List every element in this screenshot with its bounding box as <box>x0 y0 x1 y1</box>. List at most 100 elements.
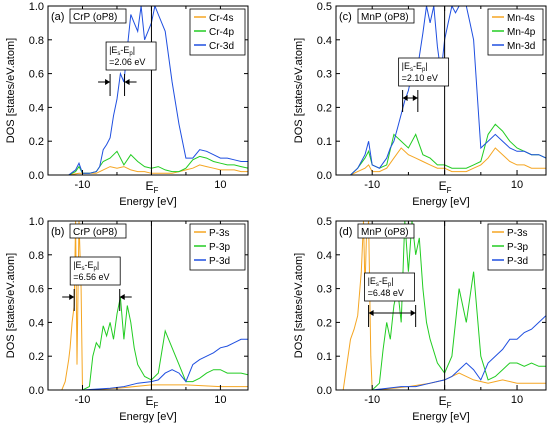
y-axis-label: DOS [states/eV.atom] <box>5 38 17 143</box>
gap-arrowhead <box>124 79 130 85</box>
x-tick-label: -10 <box>364 179 380 191</box>
gap-label-line2: =6.56 eV <box>73 272 109 282</box>
series-line-mn-4s <box>336 147 546 175</box>
fermi-label: EF <box>145 394 158 410</box>
series-line-cr-3d <box>48 6 248 175</box>
x-axis-label: Energy [eV] <box>412 411 469 423</box>
gap-label-line2: =6.48 eV <box>368 288 404 298</box>
gap-annotation: |Es-Ep|=2.06 eV <box>98 41 157 96</box>
series-group <box>336 221 546 390</box>
y-tick-label: 0.2 <box>317 317 332 329</box>
gap-label-line1: |Es-Ep| <box>368 276 394 288</box>
y-tick-label: 0.0 <box>317 385 332 397</box>
legend-entry-mn-3d: Mn-3d <box>507 41 535 52</box>
series-line-p-3s <box>336 221 546 390</box>
y-tick-label: 0.1 <box>317 351 332 363</box>
panel-label: (c) <box>339 11 352 23</box>
legend-entry-cr-3d: Cr-3d <box>209 41 234 52</box>
x-axis-label: Energy [eV] <box>119 196 176 208</box>
gap-label-line1: |Es-Ep| <box>73 260 99 272</box>
panel-title: CrP (oP8) <box>73 12 117 23</box>
panel-label: (b) <box>51 226 64 238</box>
y-axis-label: DOS [states/eV.atom] <box>293 253 305 358</box>
y-tick-label: 0.4 <box>29 317 44 329</box>
gap-arrowhead <box>410 310 416 316</box>
gap-arrowhead <box>119 294 125 300</box>
legend-entry-p-3d: P-3d <box>507 256 528 267</box>
x-tick-label: 10 <box>511 394 523 406</box>
panel-title: MnP (oP8) <box>361 12 409 23</box>
fermi-label: EF <box>439 179 452 195</box>
y-tick-label: 0.0 <box>29 170 44 182</box>
y-tick-label: 0.1 <box>317 136 332 148</box>
plot-frame <box>335 220 547 391</box>
gap-annotation: |Es-Ep|=2.10 eV <box>398 57 450 112</box>
gap-label-line2: =2.10 eV <box>402 73 438 83</box>
y-tick-label: 0.4 <box>29 102 44 114</box>
y-tick-label: 0.2 <box>317 102 332 114</box>
y-tick-label: 0.8 <box>29 250 44 262</box>
panel-title: MnP (oP8) <box>361 227 409 238</box>
y-tick-label: 0.2 <box>29 136 44 148</box>
legend-entry-mn-4p: Mn-4p <box>507 27 536 38</box>
plot-frame <box>335 5 547 176</box>
gap-label-line1: |Es-Ep| <box>402 61 428 73</box>
y-tick-label: 0.0 <box>29 385 44 397</box>
y-tick-label: 0.8 <box>29 35 44 47</box>
y-tick-label: 0.5 <box>317 216 332 228</box>
gap-label-line2: =2.06 eV <box>109 57 145 67</box>
gap-box <box>105 41 157 71</box>
x-axis-label: Energy [eV] <box>412 196 469 208</box>
x-tick-label: 10 <box>214 179 226 191</box>
series-line-p-3d <box>336 315 546 390</box>
legend-entry-p-3p: P-3p <box>507 242 529 253</box>
gap-box <box>364 272 415 302</box>
series-line-p-3d <box>48 338 248 390</box>
legend-entry-mn-4s: Mn-4s <box>507 13 535 24</box>
plot-frame <box>47 220 249 391</box>
y-tick-label: 0.2 <box>29 351 44 363</box>
series-line-p-3p <box>48 297 248 390</box>
panel-label: (d) <box>339 226 352 238</box>
fermi-label: EF <box>439 394 452 410</box>
series-line-p-3s <box>48 221 248 390</box>
gap-box <box>69 256 121 286</box>
x-tick-label: -10 <box>364 394 380 406</box>
gap-arrowhead <box>368 310 374 316</box>
x-tick-label: -10 <box>75 394 91 406</box>
gap-box <box>398 57 450 87</box>
gap-arrowhead <box>69 294 75 300</box>
series-group <box>336 6 546 175</box>
legend-entry-cr-4s: Cr-4s <box>209 13 233 24</box>
y-tick-label: 0.6 <box>29 69 44 81</box>
x-tick-label: 10 <box>511 179 523 191</box>
legend-entry-p-3d: P-3d <box>209 256 230 267</box>
y-tick-label: 0.3 <box>317 69 332 81</box>
gap-annotation: |Es-Ep|=6.48 eV <box>364 272 417 327</box>
y-axis-label: DOS [states/eV.atom] <box>293 38 305 143</box>
x-axis-label: Energy [eV] <box>119 411 176 423</box>
legend-entry-p-3s: P-3s <box>209 228 230 239</box>
x-tick-label: -10 <box>75 179 91 191</box>
y-tick-label: 0.4 <box>317 250 332 262</box>
legend-entry-p-3p: P-3p <box>209 242 231 253</box>
y-tick-label: 0.4 <box>317 35 332 47</box>
series-line-p-3p <box>336 221 546 390</box>
gap-label-line1: |Es-Ep| <box>109 45 135 57</box>
gap-arrowhead <box>105 79 111 85</box>
legend-entry-p-3s: P-3s <box>507 228 528 239</box>
plot-frame <box>47 5 249 176</box>
series-line-cr-4p <box>48 150 248 175</box>
gap-arrowhead <box>402 95 408 101</box>
series-line-mn-3d <box>336 6 546 175</box>
y-tick-label: 0.5 <box>317 1 332 13</box>
panel-title-box <box>69 8 127 24</box>
legend-entry-cr-4p: Cr-4p <box>209 27 234 38</box>
panel-title: CrP (oP8) <box>73 227 117 238</box>
gap-arrowhead <box>412 95 418 101</box>
